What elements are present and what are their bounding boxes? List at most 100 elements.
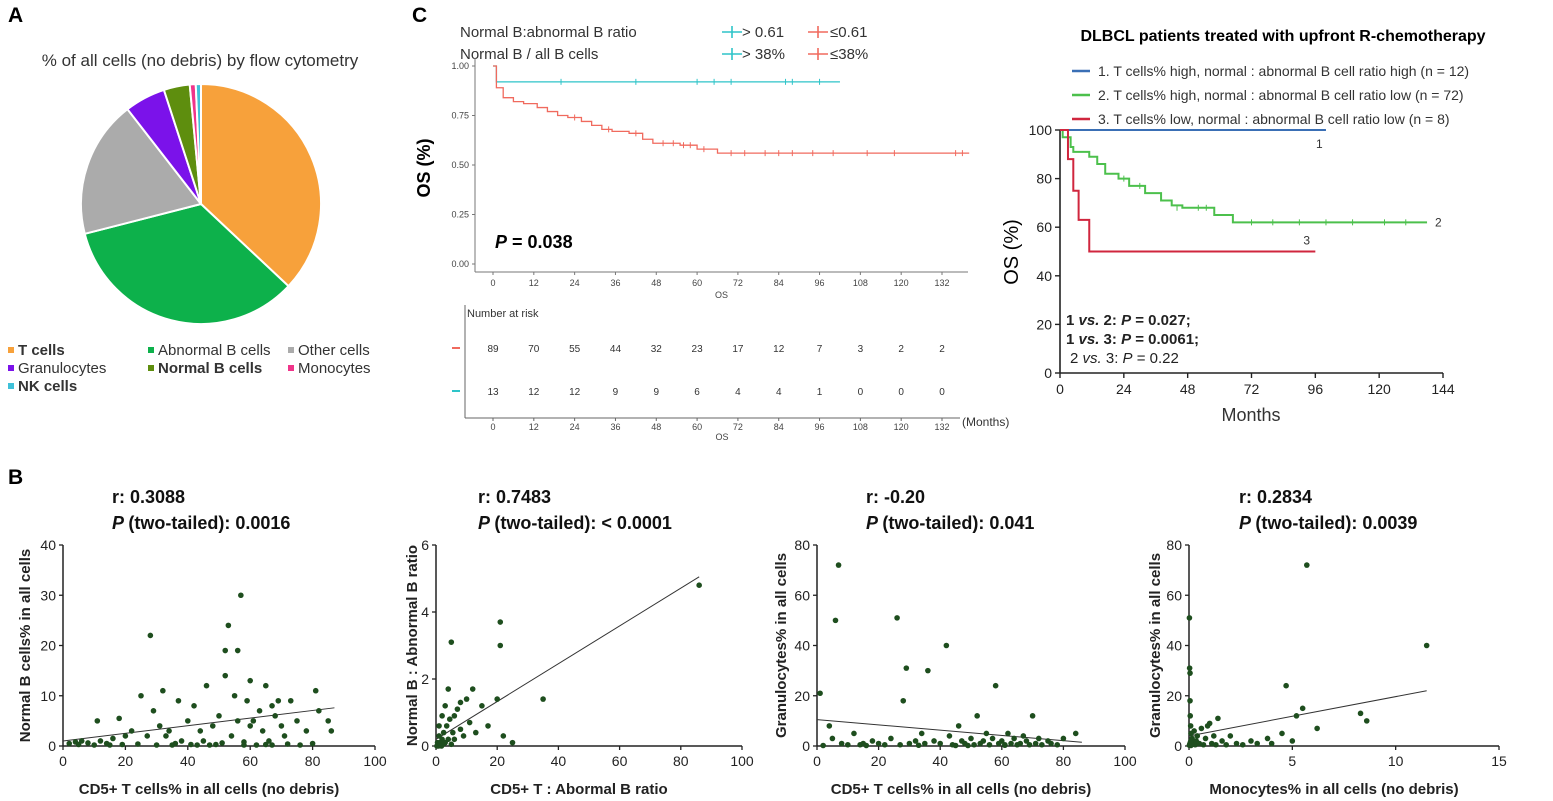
km-left-risk-table: Number at risk (Months) OS 89 70 55 44 32 23 1…	[452, 305, 1009, 442]
pie-legend-swatch-t	[8, 347, 14, 353]
risk-low-value: 12	[773, 344, 785, 355]
scatter-point	[460, 733, 467, 739]
km-left-xtick-label: 84	[774, 278, 784, 288]
scatter-point	[269, 703, 275, 709]
pie-legend-swatch-normb	[148, 365, 154, 371]
scatter-point	[1039, 741, 1045, 748]
scatter-point	[1223, 741, 1229, 748]
scatter-point	[1363, 718, 1370, 724]
km-left-curve-1	[493, 65, 840, 83]
scatter-xtick-label: 60	[612, 753, 628, 769]
risk-high-value: 4	[735, 387, 741, 398]
scatter-xtick-label: 0	[1185, 753, 1193, 769]
scatter-point	[194, 742, 200, 748]
scatter-point	[259, 728, 266, 734]
scatter-point	[1191, 728, 1197, 734]
scatter-point	[1357, 710, 1364, 717]
scatter-point	[1186, 615, 1193, 621]
risk-table-xtick-label: 120	[894, 422, 909, 432]
scatter-point	[832, 617, 839, 624]
scatter-point	[1268, 740, 1275, 747]
scatter-xtick-label: 80	[1056, 753, 1072, 769]
scatter-point	[107, 742, 113, 748]
risk-table-xtick-label: 0	[490, 422, 495, 432]
km-left-xtick-label: 24	[570, 278, 580, 288]
scatter-point	[284, 741, 291, 747]
scatter-point	[1233, 740, 1240, 747]
scatter-point	[91, 742, 97, 748]
km-right-curve-label-1: 1	[1316, 137, 1323, 151]
km-right-curve-3	[1060, 129, 1316, 253]
scatter-point	[263, 682, 269, 689]
scatter-point	[1304, 562, 1310, 568]
km-right-legend-1: 1. T cells% high, normal : abnormal B ce…	[1098, 63, 1469, 79]
risk-table-xtick-label: 12	[529, 422, 539, 432]
scatter-r-value: r: 0.2834	[1239, 487, 1312, 507]
scatter-point	[829, 735, 836, 742]
scatter-r-value: r: -0.20	[866, 487, 925, 507]
scatter-point	[1187, 670, 1193, 676]
scatter-point	[509, 739, 516, 746]
km-right-xtick-label: 72	[1244, 381, 1260, 397]
pie-legend-label-abn: Abnormal B cells	[158, 342, 271, 359]
scatter-point	[241, 742, 247, 748]
km-right-xlabel: Months	[1221, 405, 1280, 425]
scatter-point	[225, 622, 232, 629]
km-left-ytick-label: 0.50	[451, 160, 469, 170]
scatter-ytick-label: 0	[48, 738, 56, 754]
risk-low-value: 32	[651, 344, 663, 355]
scatter-ytick-label: 60	[794, 587, 810, 603]
risk-table-months-label: (Months)	[962, 415, 1009, 429]
km-left-ytick-label: 1.00	[451, 61, 469, 71]
scatter-point	[247, 723, 253, 729]
km-right-xtick-label: 24	[1116, 381, 1132, 397]
risk-table-title: Number at risk	[467, 308, 539, 320]
scatter-point	[287, 697, 294, 704]
km-right-legend-2: 2. T cells% high, normal : abnormal B ce…	[1098, 87, 1464, 103]
pie-slice-abn	[83, 202, 290, 325]
scatter-point	[328, 728, 335, 734]
km-right-legend-3: 3. T cells% low, normal : abnormal B cel…	[1098, 111, 1450, 127]
scatter-point	[457, 726, 464, 733]
pie-legend-swatch-other	[288, 347, 294, 353]
scatter-point	[1008, 740, 1014, 747]
scatter-point	[983, 730, 990, 737]
scatter-point	[263, 741, 269, 748]
scatter-point	[820, 742, 826, 749]
scatter-point	[144, 733, 151, 739]
km-left-xtick-label: 36	[610, 278, 620, 288]
panel-label-b: B	[8, 466, 23, 489]
scatter-point	[974, 713, 980, 719]
scatter-point	[294, 718, 300, 724]
risk-low-value: 7	[817, 344, 823, 355]
km-left-legend-row1-label: Normal B:abnormal B ratio	[460, 24, 637, 41]
risk-high-value: 9	[653, 387, 659, 398]
scatter-point	[1299, 705, 1306, 712]
km-left-ytick-label: 0.25	[451, 210, 469, 220]
scatter-point	[66, 740, 73, 747]
scatter-point	[1194, 733, 1201, 739]
scatter-point	[150, 708, 157, 714]
scatter-point	[219, 740, 225, 746]
scatter-point	[1289, 738, 1296, 744]
scatter-point	[1254, 740, 1260, 747]
scatter-point	[943, 642, 950, 649]
scatter-point	[912, 738, 919, 744]
scatter-point	[500, 733, 507, 739]
risk-table-xtick-label: 36	[610, 422, 620, 432]
risk-high-value: 12	[528, 387, 540, 398]
scatter-point	[1248, 738, 1254, 744]
km-left-xtick-label: 108	[853, 278, 868, 288]
scatter-point	[1023, 738, 1030, 744]
km-right-stat-2: 1 vs. 3: P = 0.0061;	[1066, 331, 1199, 348]
scatter-point	[445, 686, 452, 692]
scatter-point	[463, 696, 470, 702]
scatter-point	[1017, 740, 1024, 747]
scatter-point	[1314, 725, 1320, 732]
km-right-ytick-label: 80	[1036, 171, 1052, 187]
scatter-point	[971, 741, 977, 748]
scatter-point	[97, 738, 104, 744]
scatter-point	[922, 740, 928, 747]
scatter-p-value: P (two-tailed): 0.0016	[112, 513, 290, 533]
km-right-title: DLBCL patients treated with upfront R-ch…	[1080, 28, 1485, 45]
